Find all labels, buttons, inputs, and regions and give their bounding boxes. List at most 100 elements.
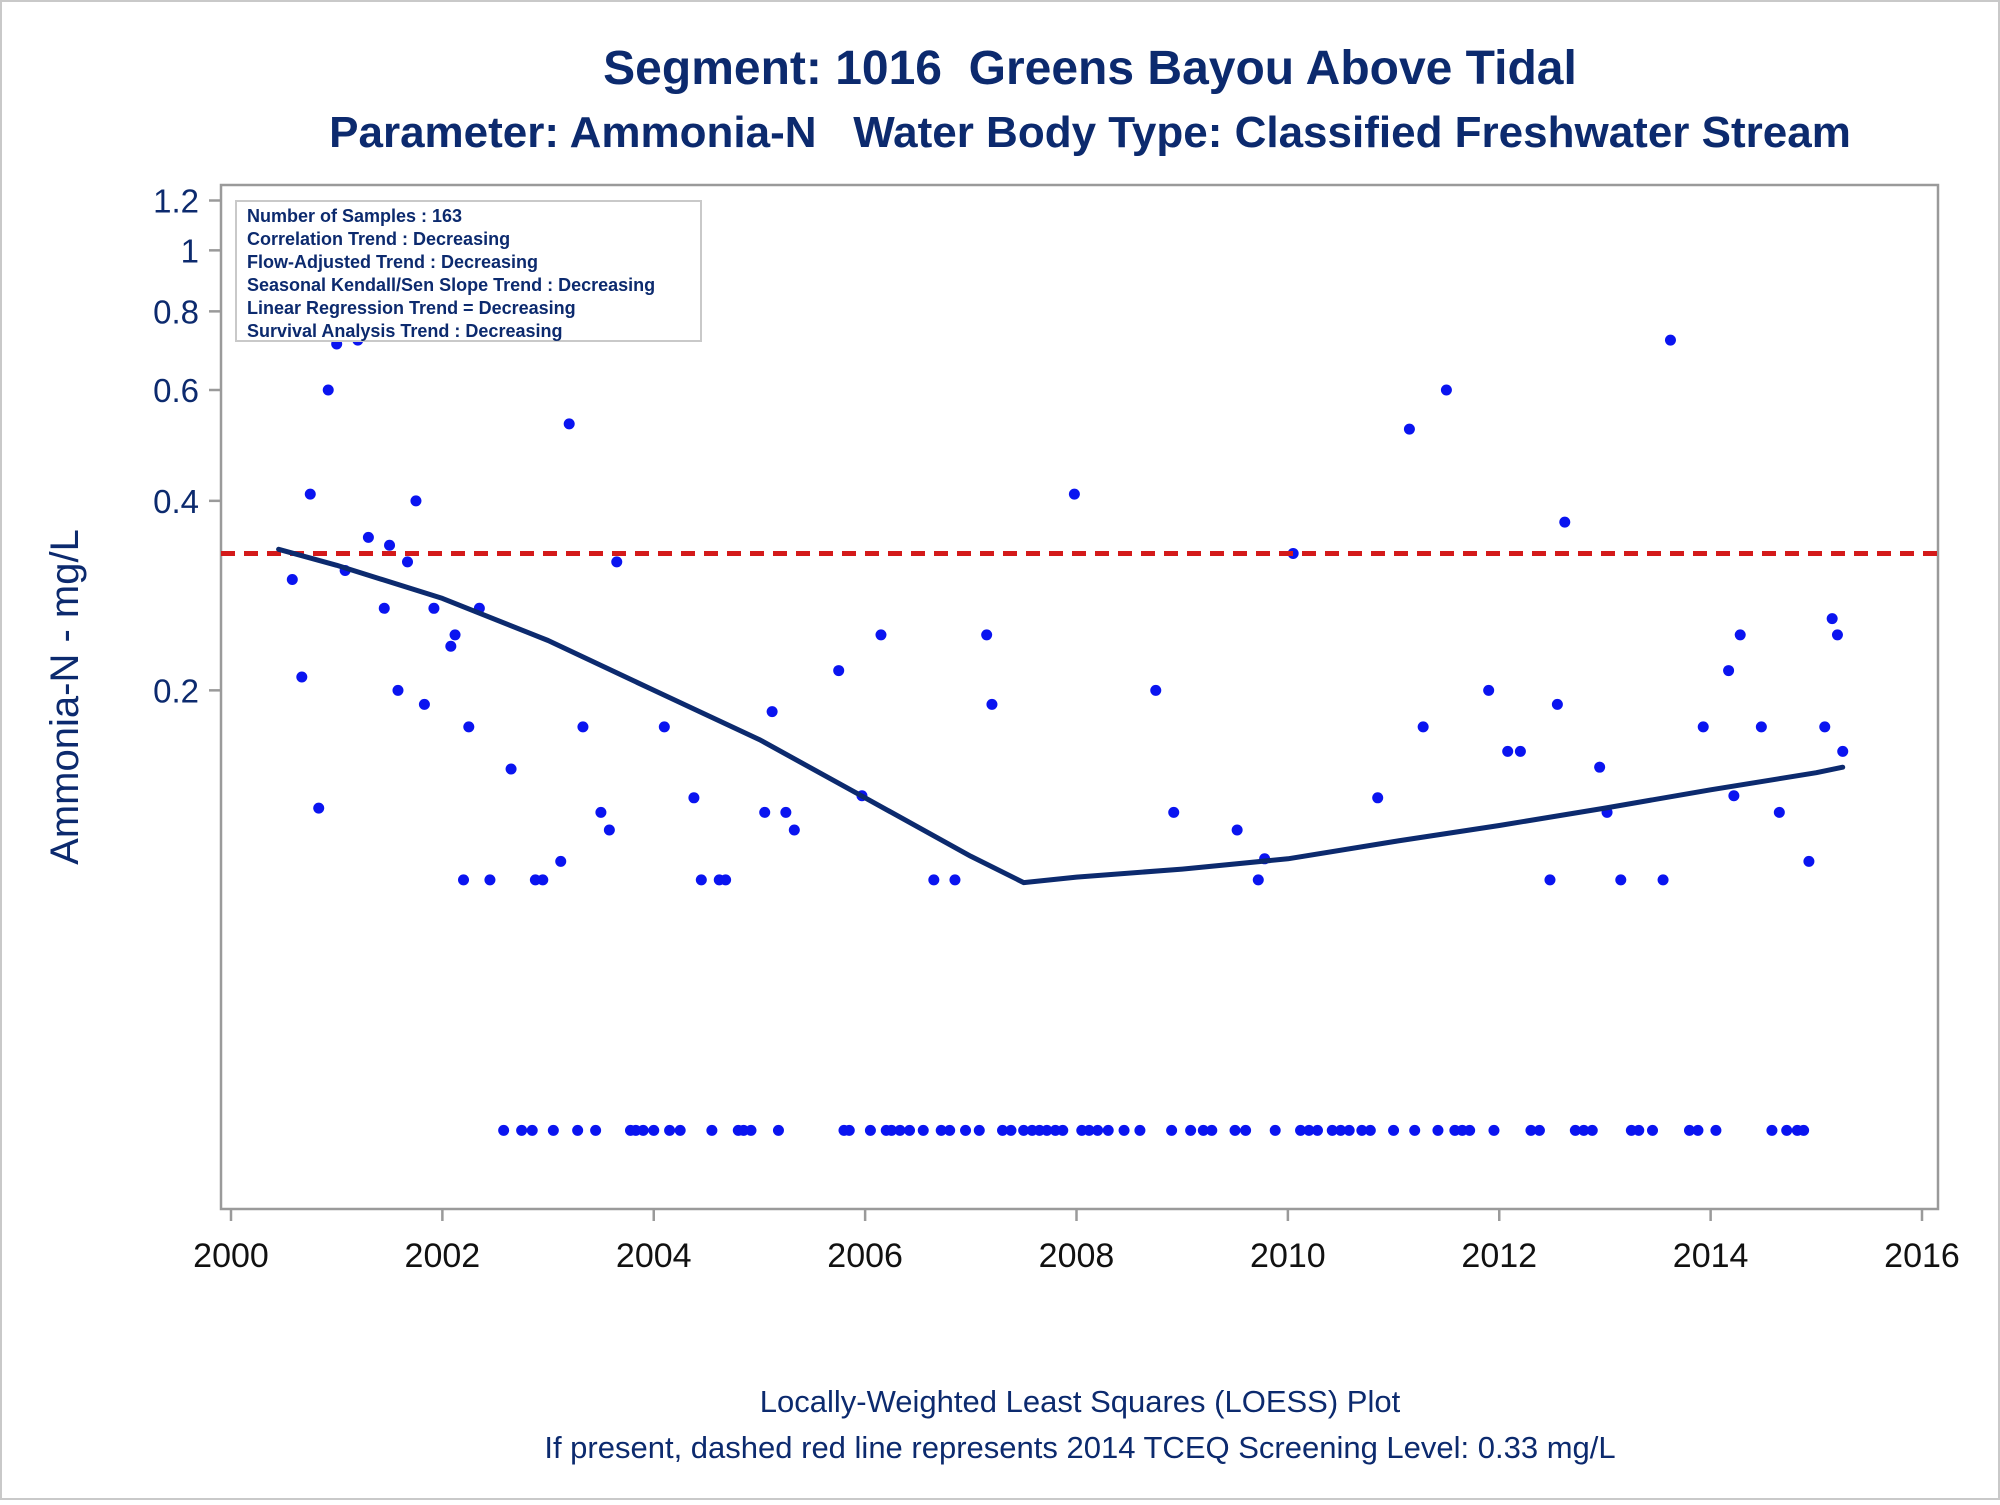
data-point	[286, 573, 298, 585]
data-point	[1440, 384, 1452, 396]
data-point	[484, 874, 496, 886]
data-point	[1287, 547, 1299, 559]
data-point	[1206, 1124, 1218, 1136]
x-tick-label: 2008	[1039, 1237, 1115, 1275]
data-point	[1150, 684, 1162, 696]
data-point	[894, 1124, 906, 1136]
data-point	[1683, 1124, 1695, 1136]
footnote-loess: Locally-Weighted Least Squares (LOESS) P…	[760, 1384, 1401, 1419]
data-point	[674, 1124, 686, 1136]
data-point	[1231, 824, 1243, 836]
data-point	[986, 698, 998, 710]
data-point	[1710, 1124, 1722, 1136]
trend-summary-line: Survival Analysis Trend : Decreasing	[247, 321, 562, 341]
data-point	[378, 602, 390, 614]
footnote-screening: If present, dashed red line represents 2…	[544, 1430, 1615, 1465]
data-point	[1728, 790, 1740, 802]
data-point	[516, 1124, 528, 1136]
data-point	[1798, 1124, 1810, 1136]
data-point	[1092, 1124, 1104, 1136]
data-point	[449, 629, 461, 641]
data-point	[498, 1124, 510, 1136]
data-point	[960, 1124, 972, 1136]
x-axis: 2000 2002 2004 2006 2008 2010 2012 2014 2016	[193, 1209, 1960, 1275]
data-point	[843, 1124, 855, 1136]
loess-line	[276, 546, 1846, 886]
data-point	[864, 1124, 876, 1136]
data-point	[1409, 1124, 1421, 1136]
data-point	[1657, 874, 1669, 886]
y-axis: 0.2 0.4 0.6 0.8 1 1.2	[153, 182, 221, 709]
data-point	[981, 629, 993, 641]
data-point	[997, 1124, 1009, 1136]
data-point	[1326, 1124, 1338, 1136]
data-point	[1417, 721, 1429, 733]
data-point	[1185, 1124, 1197, 1136]
data-point	[1544, 874, 1556, 886]
data-point	[611, 556, 623, 568]
data-point	[362, 531, 374, 543]
data-point	[1018, 1124, 1030, 1136]
data-point	[603, 824, 615, 836]
data-point	[720, 874, 732, 886]
data-point	[1755, 721, 1767, 733]
data-point	[1356, 1124, 1368, 1136]
x-tick-label: 2002	[405, 1237, 481, 1275]
x-tick-label: 2012	[1461, 1237, 1537, 1275]
data-point	[1388, 1124, 1400, 1136]
data-point	[833, 665, 845, 677]
data-point	[1569, 1124, 1581, 1136]
data-point	[563, 418, 575, 430]
data-point	[1525, 1124, 1537, 1136]
data-point	[572, 1124, 584, 1136]
data-point	[1118, 1124, 1130, 1136]
data-point	[410, 495, 422, 507]
data-point	[1303, 1124, 1315, 1136]
data-point	[886, 1124, 898, 1136]
data-point	[1734, 629, 1746, 641]
data-point	[944, 1124, 956, 1136]
plot-area	[219, 183, 1940, 1211]
data-point	[780, 806, 792, 818]
data-point	[313, 802, 325, 814]
trend-summary-line: Linear Regression Trend = Decreasing	[247, 298, 576, 318]
data-point	[1166, 1124, 1178, 1136]
data-point	[1335, 1124, 1347, 1136]
y-tick-label: 0.8	[153, 293, 199, 330]
data-point	[973, 1124, 985, 1136]
data-point	[384, 539, 396, 551]
x-tick-label: 2016	[1884, 1237, 1960, 1275]
data-point	[1240, 1124, 1252, 1136]
data-point	[1343, 1124, 1355, 1136]
data-point	[1311, 1124, 1323, 1136]
data-point	[1403, 423, 1415, 435]
data-point	[1723, 665, 1735, 677]
data-point	[772, 1124, 784, 1136]
data-point	[1005, 1124, 1017, 1136]
x-tick-label: 2014	[1673, 1237, 1749, 1275]
data-point	[1483, 684, 1495, 696]
chart-title: Segment: 1016 Greens Bayou Above Tidal	[603, 42, 1577, 95]
data-point	[1229, 1124, 1241, 1136]
chart-subtitle: Parameter: Ammonia-N Water Body Type: Cl…	[329, 108, 1851, 157]
y-tick-label: 0.2	[153, 672, 199, 709]
data-point	[928, 874, 940, 886]
data-point	[1432, 1124, 1444, 1136]
data-point	[1364, 1124, 1376, 1136]
x-tick-label: 2010	[1250, 1237, 1326, 1275]
data-point	[935, 1124, 947, 1136]
data-point	[1586, 1124, 1598, 1136]
data-point	[526, 1124, 538, 1136]
data-point	[1533, 1124, 1545, 1136]
data-point	[505, 763, 517, 775]
data-point	[1252, 874, 1264, 886]
data-point	[1168, 806, 1180, 818]
data-point	[695, 874, 707, 886]
x-tick-label: 2004	[616, 1237, 692, 1275]
data-point	[1102, 1124, 1114, 1136]
data-point	[1781, 1124, 1793, 1136]
data-point	[664, 1124, 676, 1136]
data-point	[637, 1124, 649, 1136]
data-point	[1559, 516, 1571, 528]
data-point	[949, 874, 961, 886]
